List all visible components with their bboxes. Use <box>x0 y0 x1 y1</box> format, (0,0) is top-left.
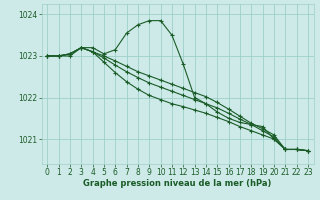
X-axis label: Graphe pression niveau de la mer (hPa): Graphe pression niveau de la mer (hPa) <box>84 179 272 188</box>
